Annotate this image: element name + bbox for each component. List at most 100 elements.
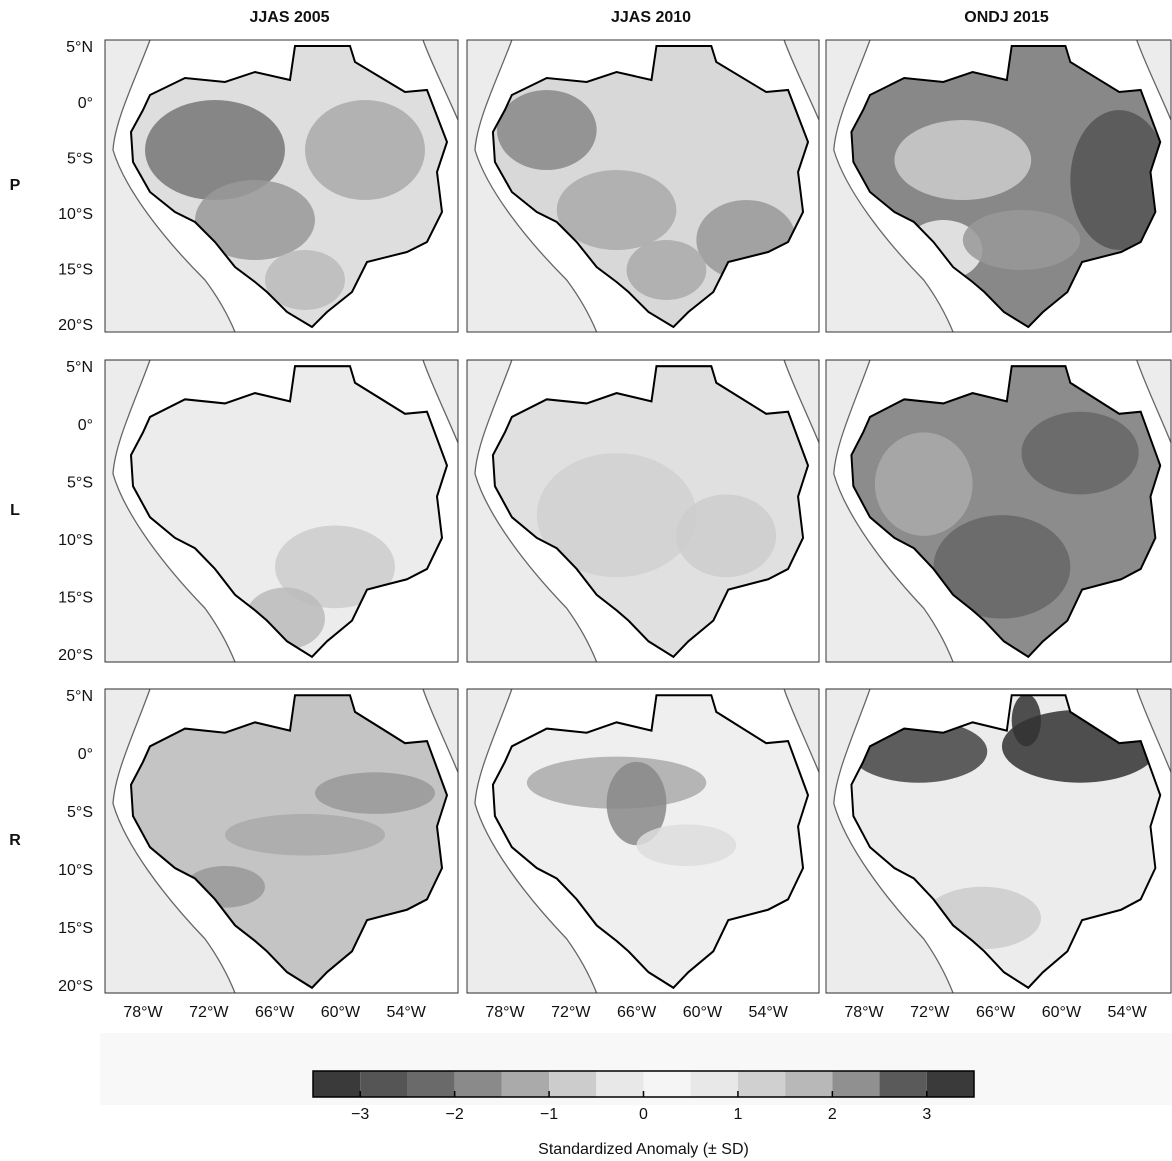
colorbar-tick-label: 0 [639,1106,648,1123]
colorbar-cell [832,1071,880,1097]
map-panel [825,688,1172,994]
lat-tick-label: 10°S [58,862,93,879]
lon-tick-label: 72°W [189,1004,229,1021]
lat-tick-label: 5°S [67,474,93,491]
colorbar-cell [737,1071,786,1097]
coastline [112,688,459,994]
coastline [112,359,459,663]
anomaly-blob [496,90,597,170]
lon-tick-label: 66°W [617,1004,657,1021]
lon-tick-label: 78°W [123,1004,163,1021]
lat-tick-label: 5°N [66,359,93,376]
lat-tick-label: 5°N [66,688,93,705]
lon-tick-label: 60°W [1042,1004,1082,1021]
coastline [112,39,459,333]
anomaly-blob [315,772,435,814]
colorbar-cell [549,1071,597,1097]
anomaly-blob [1021,411,1139,495]
lat-tick-label: 10°S [58,206,93,223]
map-panel [466,39,820,333]
map-panel [104,39,459,333]
colorbar-cell [643,1071,691,1097]
panel-frame [825,39,1172,333]
anomaly-blob [962,210,1081,270]
lat-tick-label: 5°S [67,804,93,821]
map-panel [104,359,459,663]
anomaly-blob [1011,695,1042,747]
panel-frame [104,688,459,994]
lat-tick-label: 5°N [66,39,93,56]
colorbar-cell [454,1071,502,1097]
coastline [833,688,1172,994]
colorbar-tick-label: −2 [446,1106,464,1123]
lat-tick-label: 5°S [67,150,93,167]
colorbar-cell [407,1071,455,1097]
anomaly-blob [536,453,697,578]
lon-tick-label: 72°W [910,1004,950,1021]
anomaly-blob [265,250,345,310]
colorbar-cell [879,1071,927,1097]
lat-tick-label: 0° [78,746,93,763]
colorbar-cell [596,1071,644,1097]
lon-tick-label: 60°W [683,1004,723,1021]
map-panel [466,359,820,663]
anomaly-blob [606,761,667,846]
lon-tick-label: 60°W [321,1004,361,1021]
coastline [833,39,1172,333]
anomaly-blob [894,120,1032,200]
map-panel [825,359,1172,663]
lon-tick-label: 54°W [387,1004,427,1021]
anomaly-blob [626,240,707,300]
panel-frame [825,688,1172,994]
anomaly-blob [874,432,973,536]
anomaly-blob [556,170,677,250]
lat-tick-label: 0° [78,417,93,434]
lon-tick-label: 78°W [485,1004,525,1021]
lon-tick-label: 54°W [1108,1004,1148,1021]
colorbar-tick-label: −3 [351,1106,369,1123]
map-panel [825,39,1172,333]
panel-frame [466,688,820,994]
coastline [474,359,820,663]
lon-tick-label: 72°W [551,1004,591,1021]
colorbar-tick-label: 2 [828,1106,837,1123]
row-label: R [9,832,21,849]
lat-tick-label: 20°S [58,647,93,664]
lat-tick-label: 20°S [58,978,93,995]
colorbar-cell [360,1071,408,1097]
anomaly-blob [225,813,385,856]
coastline [474,688,820,994]
colorbar-cell [690,1071,738,1097]
lon-tick-label: 78°W [844,1004,884,1021]
anomaly-blob [305,100,425,200]
anomaly-blob [676,494,777,578]
colorbar-cell [501,1071,550,1097]
colorbar-cell [926,1071,974,1097]
map-panel [104,688,459,994]
anomaly-blob [195,180,315,260]
column-title: JJAS 2005 [249,9,329,26]
lat-tick-label: 10°S [58,532,93,549]
lat-tick-label: 15°S [58,590,93,607]
anomaly-blob [933,515,1071,619]
lon-tick-label: 66°W [255,1004,295,1021]
anomaly-blob [145,100,285,200]
anomaly-blob [1070,110,1161,250]
anomaly-blob [636,824,737,866]
column-title: ONDJ 2015 [964,9,1049,26]
row-label: L [10,502,20,519]
colorbar-title: Standardized Anomaly (± SD) [538,1141,749,1158]
lat-tick-label: 20°S [58,317,93,334]
colorbar-cell [313,1071,361,1097]
row-label: P [10,177,21,194]
lon-tick-label: 66°W [976,1004,1016,1021]
coastline [833,359,1172,663]
panel-frame [466,39,820,333]
anomaly-blob [275,525,395,609]
lat-tick-label: 15°S [58,920,93,937]
panel-frame [104,359,459,663]
column-title: JJAS 2010 [611,9,691,26]
lon-tick-label: 54°W [749,1004,789,1021]
coastline [474,39,820,333]
